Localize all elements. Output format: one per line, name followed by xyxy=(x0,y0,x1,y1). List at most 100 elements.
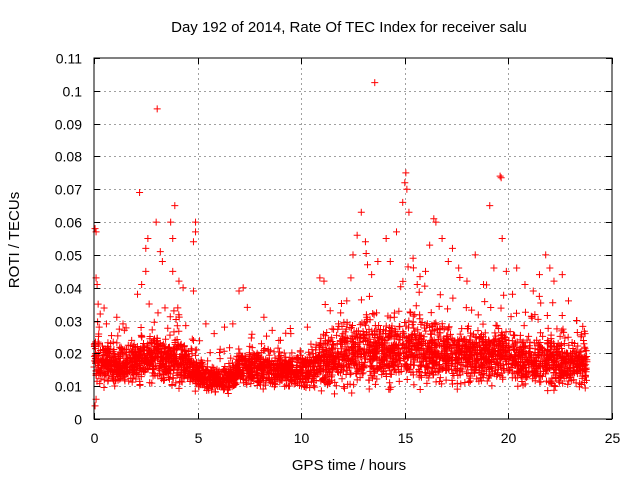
roti-point xyxy=(113,313,121,321)
roti-point xyxy=(576,369,584,377)
roti-point xyxy=(93,280,101,288)
roti-point xyxy=(560,374,568,382)
roti-point xyxy=(160,370,167,378)
roti-point xyxy=(173,369,181,377)
roti-point xyxy=(150,318,158,326)
roti-point xyxy=(275,352,283,360)
roti-point xyxy=(110,377,118,385)
roti-point xyxy=(513,309,520,317)
roti-point xyxy=(235,357,243,365)
roti-point xyxy=(456,274,464,282)
roti-point xyxy=(436,291,444,299)
axis-ticks xyxy=(94,58,613,420)
roti-point xyxy=(174,304,182,312)
roti-point xyxy=(446,330,454,338)
roti-point xyxy=(521,342,529,350)
roti-point xyxy=(117,345,125,353)
roti-point xyxy=(378,341,386,349)
roti-point xyxy=(320,347,328,355)
roti-point xyxy=(515,345,523,353)
roti-point xyxy=(121,346,129,354)
roti-point xyxy=(478,361,486,369)
roti-point xyxy=(220,347,228,355)
y-tick-label: 0.03 xyxy=(55,314,82,330)
roti-point xyxy=(578,331,586,339)
roti-point xyxy=(150,364,158,372)
roti-point xyxy=(377,359,385,367)
roti-point xyxy=(281,382,289,390)
roti-point xyxy=(91,402,99,410)
roti-point xyxy=(350,381,358,389)
roti-point xyxy=(565,341,573,349)
roti-point xyxy=(166,331,174,339)
roti-point xyxy=(373,375,381,383)
roti-point xyxy=(174,359,182,367)
roti-point xyxy=(258,348,266,356)
roti-point xyxy=(561,334,569,342)
roti-point xyxy=(393,228,401,236)
roti-point xyxy=(348,389,356,397)
roti-point xyxy=(190,336,198,344)
roti-point xyxy=(145,300,153,308)
roti-point xyxy=(111,382,119,390)
roti-point xyxy=(386,379,394,387)
roti-point xyxy=(329,340,337,348)
y-tick-label: 0.02 xyxy=(55,346,82,362)
roti-point xyxy=(529,361,537,369)
roti-point xyxy=(427,351,435,359)
roti-point xyxy=(559,325,567,333)
roti-point xyxy=(360,335,368,343)
roti-point xyxy=(422,327,430,335)
roti-point xyxy=(412,302,420,310)
roti-point xyxy=(117,349,125,357)
roti-point xyxy=(468,357,476,365)
roti-point xyxy=(487,371,495,379)
roti-point xyxy=(192,228,200,236)
roti-point xyxy=(153,105,161,113)
roti-point xyxy=(486,202,494,210)
roti-point xyxy=(462,340,470,348)
roti-point xyxy=(404,263,412,271)
roti-point xyxy=(493,359,501,367)
roti-point xyxy=(306,357,314,365)
roti-point xyxy=(490,264,498,272)
roti-point xyxy=(428,359,436,367)
roti-point xyxy=(358,370,366,378)
roti-point xyxy=(287,330,295,338)
roti-point xyxy=(491,370,499,378)
roti-point xyxy=(371,346,379,354)
roti-point xyxy=(235,345,243,353)
roti-point xyxy=(488,382,496,390)
roti-point xyxy=(396,355,404,363)
roti-point xyxy=(408,335,416,343)
roti-point xyxy=(429,323,437,331)
roti-point xyxy=(115,362,123,370)
roti-point xyxy=(550,277,558,285)
roti-point xyxy=(222,377,230,385)
roti-point xyxy=(425,374,433,382)
roti-point xyxy=(206,349,214,357)
roti-point xyxy=(581,371,589,379)
roti-point xyxy=(502,328,510,336)
roti-point xyxy=(286,361,294,369)
roti-point xyxy=(100,376,108,384)
roti-point xyxy=(532,369,540,377)
roti-point xyxy=(173,353,181,361)
roti-point xyxy=(291,376,299,384)
roti-point xyxy=(404,354,412,362)
roti-point xyxy=(202,320,210,328)
roti-point xyxy=(474,355,482,363)
roti-point xyxy=(462,304,470,312)
roti-point xyxy=(522,370,530,378)
roti-point xyxy=(362,249,370,257)
roti-point xyxy=(282,381,290,389)
roti-point xyxy=(548,362,556,370)
roti-point xyxy=(491,340,499,348)
roti-point xyxy=(303,323,311,331)
roti-point xyxy=(426,337,434,345)
roti-point xyxy=(386,370,394,378)
roti-point xyxy=(569,361,577,369)
roti-point xyxy=(561,360,569,368)
roti-point xyxy=(416,332,424,340)
roti-point xyxy=(248,344,256,352)
